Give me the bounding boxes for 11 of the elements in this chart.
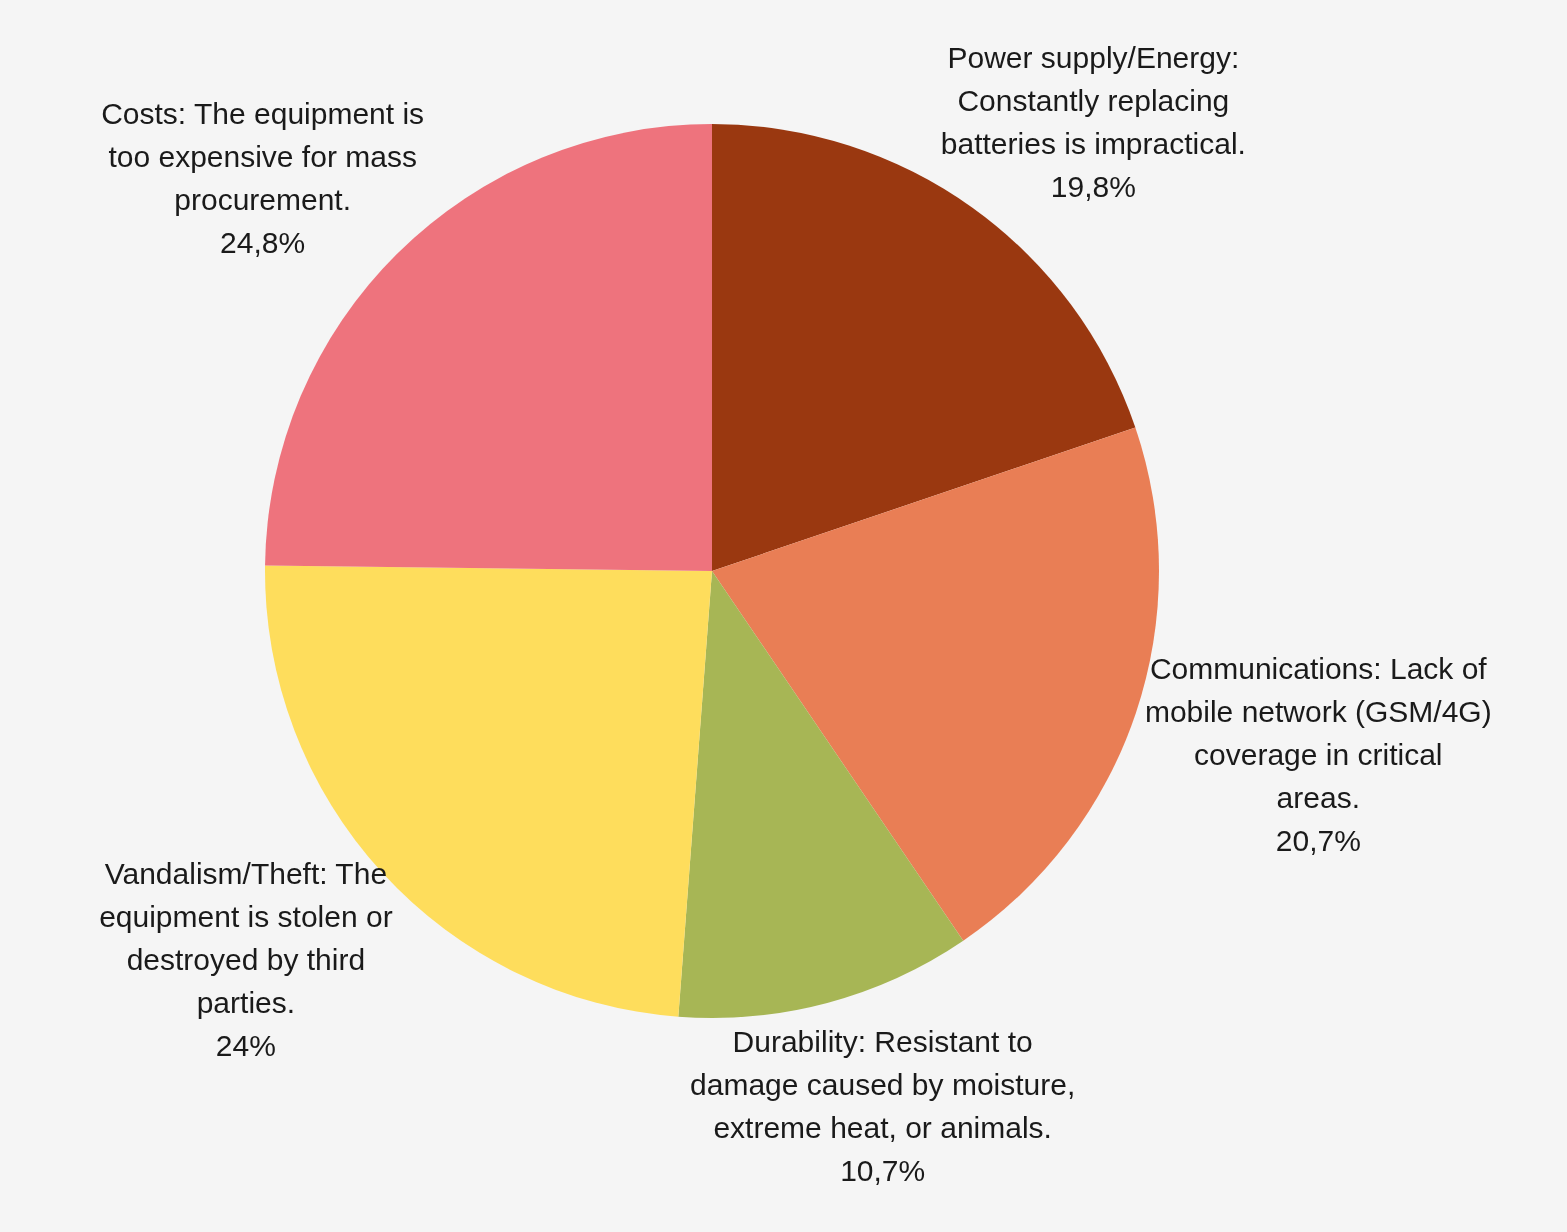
slice-label: Communications: Lack of mobile network (GSM/4G) coverage in critical areas. [1144,651,1492,814]
slice-label: Vandalism/Theft: The equipment is stolen or destroyed by third parties. [99,856,393,1019]
data-label: 24,8% [220,225,306,259]
slice-label: Durability: Resistant to damage caused by moisture, extreme heat, or animals. [690,1024,1076,1144]
slice-label: Costs: The equipment is too expensive for mass procurement. [101,96,425,216]
data-label: 10,7% [840,1153,926,1187]
slice-label: Power supply/Energy: Constantly replacing batteries is impractical. [940,40,1246,160]
data-label: 20,7% [1275,823,1361,857]
data-label: 24% [215,1028,276,1062]
data-label: 19,8% [1050,169,1136,203]
pie-slice [678,571,964,1018]
